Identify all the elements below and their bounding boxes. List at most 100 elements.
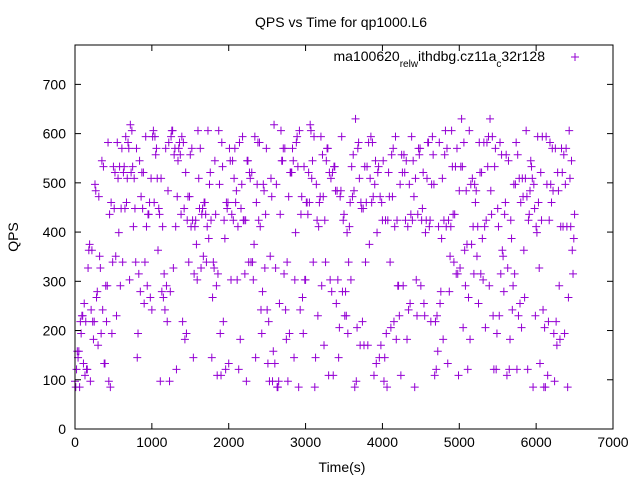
- legend-label-part: ithdbg.cz11a: [418, 48, 497, 64]
- data-point: [74, 347, 83, 356]
- data-point: [416, 144, 425, 153]
- data-point: [562, 144, 571, 153]
- data-point: [564, 293, 573, 302]
- data-point: [321, 258, 330, 267]
- data-point: [462, 186, 471, 195]
- data-point: [209, 258, 218, 267]
- data-point: [180, 335, 189, 344]
- data-point: [472, 252, 481, 261]
- data-point: [141, 132, 150, 141]
- data-point: [436, 299, 445, 308]
- data-point: [529, 383, 538, 392]
- data-point: [176, 150, 185, 159]
- data-point: [447, 126, 456, 135]
- x-tick-label: 5000: [444, 434, 475, 450]
- data-point: [318, 150, 327, 159]
- data-point: [157, 174, 166, 183]
- data-point: [275, 299, 284, 308]
- data-point: [214, 126, 223, 135]
- data-point: [368, 138, 377, 147]
- data-point: [147, 305, 156, 314]
- data-point: [350, 383, 359, 392]
- data-point: [508, 305, 517, 314]
- data-point: [384, 168, 393, 177]
- data-point: [103, 281, 112, 290]
- plot-frame: [74, 44, 614, 430]
- data-point: [473, 222, 482, 231]
- data-point: [96, 264, 105, 273]
- legend-label-subscript: rel: [400, 59, 411, 70]
- data-point: [358, 317, 367, 326]
- data-point: [303, 210, 312, 219]
- data-point: [72, 365, 81, 374]
- data-point: [116, 281, 125, 290]
- data-point: [233, 222, 242, 231]
- data-point: [373, 168, 382, 177]
- data-point: [173, 156, 182, 165]
- data-point: [134, 329, 143, 338]
- data-point: [197, 264, 206, 273]
- data-point: [238, 132, 247, 141]
- data-point: [569, 234, 578, 243]
- data-point: [227, 210, 236, 219]
- data-point: [405, 180, 414, 189]
- data-point: [457, 114, 466, 123]
- data-point: [524, 216, 533, 225]
- data-point: [211, 210, 220, 219]
- data-point: [133, 353, 142, 362]
- data-point: [559, 150, 568, 159]
- data-point: [143, 281, 152, 290]
- data-point: [492, 329, 501, 338]
- data-point: [98, 305, 107, 314]
- data-point: [535, 359, 544, 368]
- y-tick-label: 0: [58, 421, 66, 437]
- data-point: [569, 269, 578, 278]
- data-point: [426, 216, 435, 225]
- data-point: [218, 162, 227, 171]
- data-point: [235, 138, 244, 147]
- data-point: [266, 252, 275, 261]
- data-point: [315, 198, 324, 207]
- data-point: [561, 180, 570, 189]
- data-point: [376, 341, 385, 350]
- data-point: [181, 168, 190, 177]
- data-point: [529, 180, 538, 189]
- data-point: [242, 377, 251, 386]
- y-tick-label: 100: [43, 372, 67, 388]
- data-point: [454, 371, 463, 380]
- data-point: [276, 210, 285, 219]
- data-point: [459, 138, 468, 147]
- data-point: [230, 174, 239, 183]
- data-point: [395, 311, 404, 320]
- data-point: [77, 329, 86, 338]
- data-point: [526, 156, 535, 165]
- data-point: [301, 275, 310, 284]
- data-point: [389, 317, 398, 326]
- data-point: [411, 174, 420, 183]
- data-point: [401, 216, 410, 225]
- data-point: [409, 156, 418, 165]
- data-point: [527, 162, 536, 171]
- data-point: [336, 192, 345, 201]
- data-point: [383, 383, 392, 392]
- data-point: [285, 329, 294, 338]
- legend-label-subscript: w: [410, 59, 419, 70]
- data-point: [246, 174, 255, 183]
- data-point: [544, 317, 553, 326]
- data-point: [435, 138, 444, 147]
- data-point: [154, 246, 163, 255]
- legend-label-part: 32r128: [501, 48, 545, 64]
- data-point: [232, 186, 241, 195]
- data-point: [313, 311, 322, 320]
- data-point: [236, 335, 245, 344]
- data-point: [255, 138, 264, 147]
- data-point: [274, 377, 283, 386]
- legend-label-part: ma100620: [334, 48, 400, 64]
- data-point: [363, 162, 372, 171]
- data-point: [488, 132, 497, 141]
- data-point: [503, 264, 512, 273]
- data-point: [482, 138, 491, 147]
- data-point: [205, 180, 214, 189]
- data-point: [432, 311, 441, 320]
